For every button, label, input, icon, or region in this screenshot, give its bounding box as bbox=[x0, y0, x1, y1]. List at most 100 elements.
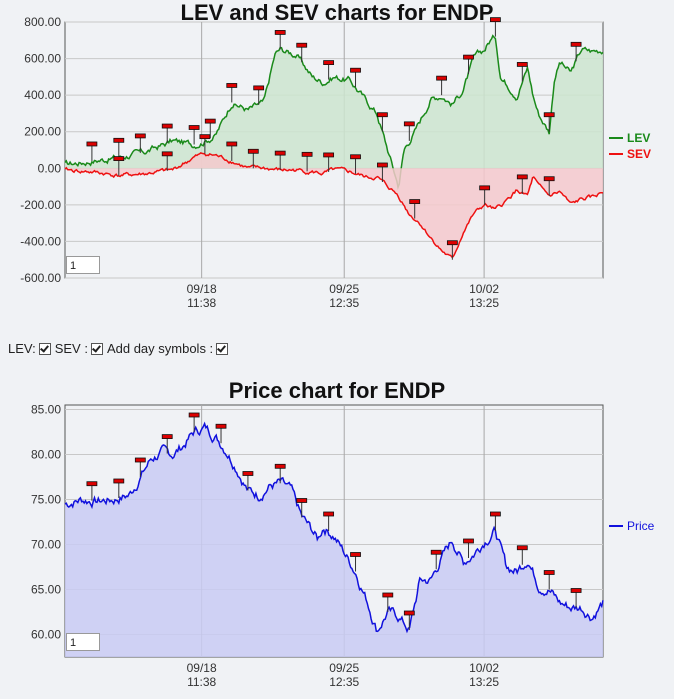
day-marker-flag bbox=[516, 174, 528, 180]
day-symbols-toggle[interactable]: Add day symbols : bbox=[106, 341, 229, 356]
day-symbols-checkbox[interactable] bbox=[216, 342, 229, 355]
day-marker-flag bbox=[296, 42, 308, 48]
x-tick-date: 09/18 bbox=[187, 282, 217, 296]
day-marker-flag bbox=[113, 137, 125, 143]
y-tick-label: 75.00 bbox=[31, 493, 61, 507]
y-tick-label: 65.00 bbox=[31, 583, 61, 597]
day-marker-flag bbox=[204, 118, 216, 124]
x-tick-time: 11:38 bbox=[187, 675, 216, 689]
y-tick-label: 70.00 bbox=[31, 538, 61, 552]
bottom-zoom-input[interactable]: 1 bbox=[66, 633, 100, 651]
day-marker-flag bbox=[350, 67, 361, 73]
day-marker-flag bbox=[253, 85, 265, 91]
x-tick-date: 10/02 bbox=[469, 661, 499, 675]
day-marker-flag bbox=[113, 478, 125, 484]
x-tick-time: 12:35 bbox=[329, 675, 359, 689]
day-marker-flag bbox=[543, 570, 555, 575]
day-marker-flag bbox=[479, 185, 491, 191]
lev-sev-chart: 800.00 600.00 400.00 200.00 0.00 -200.00 -400.… bbox=[20, 15, 651, 310]
day-marker-flag bbox=[199, 134, 211, 140]
day-marker-flag bbox=[489, 17, 501, 23]
day-marker-flag bbox=[296, 498, 308, 503]
day-marker-flag bbox=[543, 112, 555, 118]
day-marker-flag bbox=[463, 54, 474, 60]
day-marker-flag bbox=[274, 150, 286, 156]
lev-sev-chart-title: LEV and SEV charts for ENDP bbox=[180, 0, 494, 25]
day-marker-flag bbox=[323, 60, 335, 65]
day-symbols-toggle-label: Add day symbols : bbox=[106, 341, 214, 356]
day-marker-flag bbox=[134, 457, 146, 463]
day-marker-flag bbox=[516, 62, 528, 67]
day-marker-flag bbox=[409, 199, 421, 204]
day-marker-flag bbox=[543, 176, 555, 182]
day-marker-flag bbox=[86, 141, 98, 147]
day-marker-flag bbox=[188, 125, 200, 130]
legend-label-sev: SEV bbox=[627, 147, 651, 161]
y-tick-label: 80.00 bbox=[31, 448, 61, 462]
y-tick-label: -600.00 bbox=[20, 271, 61, 285]
day-marker-flag bbox=[430, 549, 442, 555]
day-marker-flag bbox=[274, 463, 286, 469]
x-tick-date: 10/02 bbox=[469, 282, 499, 296]
day-marker-flag bbox=[489, 511, 501, 517]
y-tick-label: -200.00 bbox=[20, 198, 61, 212]
day-marker-flag bbox=[161, 151, 173, 157]
day-marker-flag bbox=[226, 141, 238, 147]
sev-toggle-label: SEV : bbox=[54, 341, 88, 356]
day-marker-flag bbox=[350, 552, 361, 557]
y-tick-label: 200.00 bbox=[24, 125, 61, 139]
lev-toggle-label: LEV: bbox=[8, 341, 36, 356]
y-tick-label: 800.00 bbox=[24, 15, 61, 29]
lev-toggle[interactable]: LEV: bbox=[8, 341, 51, 356]
y-tick-label: 600.00 bbox=[24, 52, 61, 66]
day-marker-flag bbox=[463, 538, 474, 544]
lev-line bbox=[64, 34, 604, 191]
price-chart-title: Price chart for ENDP bbox=[228, 378, 446, 403]
y-tick-label: 85.00 bbox=[31, 403, 61, 417]
day-marker-flag bbox=[382, 592, 394, 598]
x-tick-time: 13:25 bbox=[469, 296, 499, 310]
sev-line bbox=[64, 152, 604, 258]
chart-controls: LEV: SEV : Add day symbols : bbox=[8, 341, 232, 356]
day-marker-flag bbox=[247, 148, 259, 154]
day-marker-flag bbox=[516, 545, 528, 551]
x-tick-date: 09/25 bbox=[329, 282, 359, 296]
day-marker-flag bbox=[301, 151, 313, 157]
x-tick-time: 11:38 bbox=[187, 296, 216, 310]
day-marker-flag bbox=[570, 588, 582, 593]
day-marker-flag bbox=[226, 83, 238, 88]
sev-checkbox[interactable] bbox=[90, 342, 103, 355]
x-tick-time: 12:35 bbox=[329, 296, 359, 310]
price-area bbox=[65, 423, 603, 657]
day-marker-flag bbox=[274, 30, 286, 35]
sev-area bbox=[65, 152, 603, 257]
lev-checkbox[interactable] bbox=[38, 342, 51, 355]
day-marker-flag bbox=[436, 75, 448, 81]
day-marker-flag bbox=[188, 412, 200, 418]
day-marker-flag bbox=[403, 610, 415, 616]
sev-toggle[interactable]: SEV : bbox=[55, 341, 103, 356]
price-line bbox=[64, 421, 604, 634]
top-zoom-input[interactable]: 1 bbox=[66, 256, 100, 274]
day-marker-flag bbox=[161, 123, 173, 129]
day-marker-flag bbox=[161, 434, 173, 440]
day-marker-flag bbox=[350, 154, 361, 160]
legend-label-lev: LEV bbox=[627, 131, 650, 145]
y-tick-label: 60.00 bbox=[31, 628, 61, 642]
y-tick-label: 0.00 bbox=[38, 161, 62, 175]
x-tick-date: 09/25 bbox=[329, 661, 359, 675]
day-marker-flag bbox=[446, 240, 458, 246]
x-tick-time: 13:25 bbox=[469, 675, 499, 689]
day-marker-flag bbox=[323, 152, 335, 158]
day-marker-flag bbox=[215, 423, 227, 429]
x-tick-date: 09/18 bbox=[187, 661, 217, 675]
day-marker-flag bbox=[242, 471, 254, 476]
y-tick-label: 400.00 bbox=[24, 88, 61, 102]
day-marker-flag bbox=[403, 121, 415, 127]
y-tick-label: -400.00 bbox=[20, 234, 61, 248]
day-marker-flag bbox=[86, 481, 98, 487]
day-marker-flag bbox=[113, 156, 125, 162]
legend-label-price: Price bbox=[627, 519, 655, 533]
day-marker-flag bbox=[134, 133, 146, 139]
